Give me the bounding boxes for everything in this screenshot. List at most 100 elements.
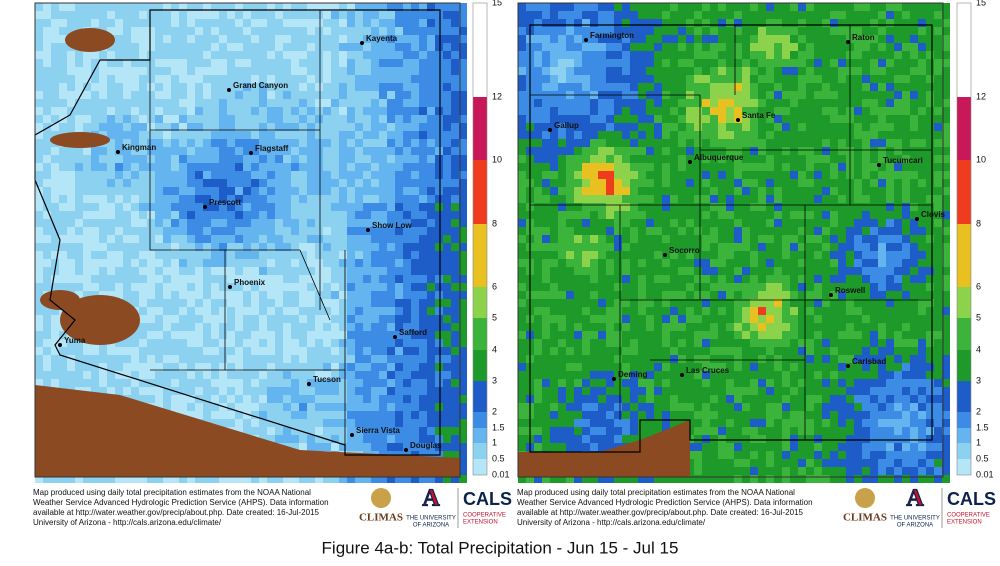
precip-cell xyxy=(742,123,750,131)
precip-cell xyxy=(347,227,355,235)
precip-cell xyxy=(566,307,574,315)
precip-cell xyxy=(219,259,227,267)
precip-cell xyxy=(275,67,283,75)
precip-cell xyxy=(155,35,163,43)
precip-cell xyxy=(574,227,582,235)
precip-cell xyxy=(590,211,598,219)
precip-cell xyxy=(518,51,526,59)
precip-cell xyxy=(371,187,379,195)
precip-cell xyxy=(710,443,718,451)
precip-cell xyxy=(211,163,219,171)
precip-cell xyxy=(566,235,574,243)
precip-cell xyxy=(131,139,139,147)
precip-cell xyxy=(163,203,171,211)
precip-cell xyxy=(451,203,459,211)
precip-cell xyxy=(734,43,742,51)
precip-cell xyxy=(710,419,718,427)
precip-cell xyxy=(686,187,694,195)
precip-cell xyxy=(195,67,203,75)
precip-cell xyxy=(726,403,734,411)
precip-cell xyxy=(251,179,259,187)
precip-cell xyxy=(43,3,51,11)
precip-cell xyxy=(670,107,678,115)
precip-cell xyxy=(646,331,654,339)
precip-cell xyxy=(419,435,427,443)
precip-cell xyxy=(83,283,91,291)
precip-cell xyxy=(742,59,750,67)
precip-cell xyxy=(163,11,171,19)
precip-cell xyxy=(195,347,203,355)
precip-cell xyxy=(131,219,139,227)
precip-cell xyxy=(654,371,662,379)
precip-cell xyxy=(371,395,379,403)
precip-cell xyxy=(614,355,622,363)
precip-cell xyxy=(654,211,662,219)
precip-cell xyxy=(195,331,203,339)
precip-cell xyxy=(355,59,363,67)
precip-cell xyxy=(339,155,347,163)
precip-cell xyxy=(323,347,331,355)
precip-cell xyxy=(614,195,622,203)
precip-cell xyxy=(542,379,550,387)
precip-cell xyxy=(91,251,99,259)
precip-cell xyxy=(411,11,419,19)
precip-cell xyxy=(459,35,467,43)
precip-cell xyxy=(283,19,291,27)
precip-cell xyxy=(734,155,742,163)
precip-cell xyxy=(299,83,307,91)
precip-cell xyxy=(734,123,742,131)
precip-cell xyxy=(742,91,750,99)
precip-cell xyxy=(443,451,451,459)
precip-cell xyxy=(654,475,662,483)
precip-cell xyxy=(187,59,195,67)
precip-cell xyxy=(259,131,267,139)
precip-cell xyxy=(518,235,526,243)
precip-cell xyxy=(155,323,163,331)
precip-cell xyxy=(267,379,275,387)
precip-cell xyxy=(331,91,339,99)
precip-cell xyxy=(243,307,251,315)
precip-cell xyxy=(734,203,742,211)
precip-cell xyxy=(670,179,678,187)
precip-cell xyxy=(518,27,526,35)
precip-cell xyxy=(227,411,235,419)
precip-cell xyxy=(726,379,734,387)
precip-cell xyxy=(542,347,550,355)
precip-cell xyxy=(574,211,582,219)
precip-cell xyxy=(275,211,283,219)
precip-cell xyxy=(534,67,542,75)
precip-cell xyxy=(227,3,235,11)
precip-cell xyxy=(259,139,267,147)
precip-cell xyxy=(363,347,371,355)
precip-cell xyxy=(259,83,267,91)
precip-cell xyxy=(686,323,694,331)
precip-cell xyxy=(678,3,686,11)
precip-cell xyxy=(307,307,315,315)
precip-cell xyxy=(307,403,315,411)
precip-cell xyxy=(427,427,435,435)
precip-cell xyxy=(742,235,750,243)
precip-cell xyxy=(395,259,403,267)
precip-cell xyxy=(83,355,91,363)
precip-cell xyxy=(574,243,582,251)
precip-cell xyxy=(662,11,670,19)
precip-cell xyxy=(614,307,622,315)
precip-cell xyxy=(203,219,211,227)
precip-cell xyxy=(451,427,459,435)
precip-cell xyxy=(598,11,606,19)
precip-cell xyxy=(654,3,662,11)
precip-cell xyxy=(403,283,411,291)
precip-cell xyxy=(566,19,574,27)
precip-cell xyxy=(91,179,99,187)
precip-cell xyxy=(734,235,742,243)
precip-cell xyxy=(710,211,718,219)
precip-cell xyxy=(558,43,566,51)
precip-cell xyxy=(323,267,331,275)
precip-cell xyxy=(195,187,203,195)
precip-cell xyxy=(51,163,59,171)
precip-cell xyxy=(163,323,171,331)
precip-cell xyxy=(139,163,147,171)
precip-cell xyxy=(307,75,315,83)
precip-cell xyxy=(347,27,355,35)
precip-cell xyxy=(43,139,51,147)
